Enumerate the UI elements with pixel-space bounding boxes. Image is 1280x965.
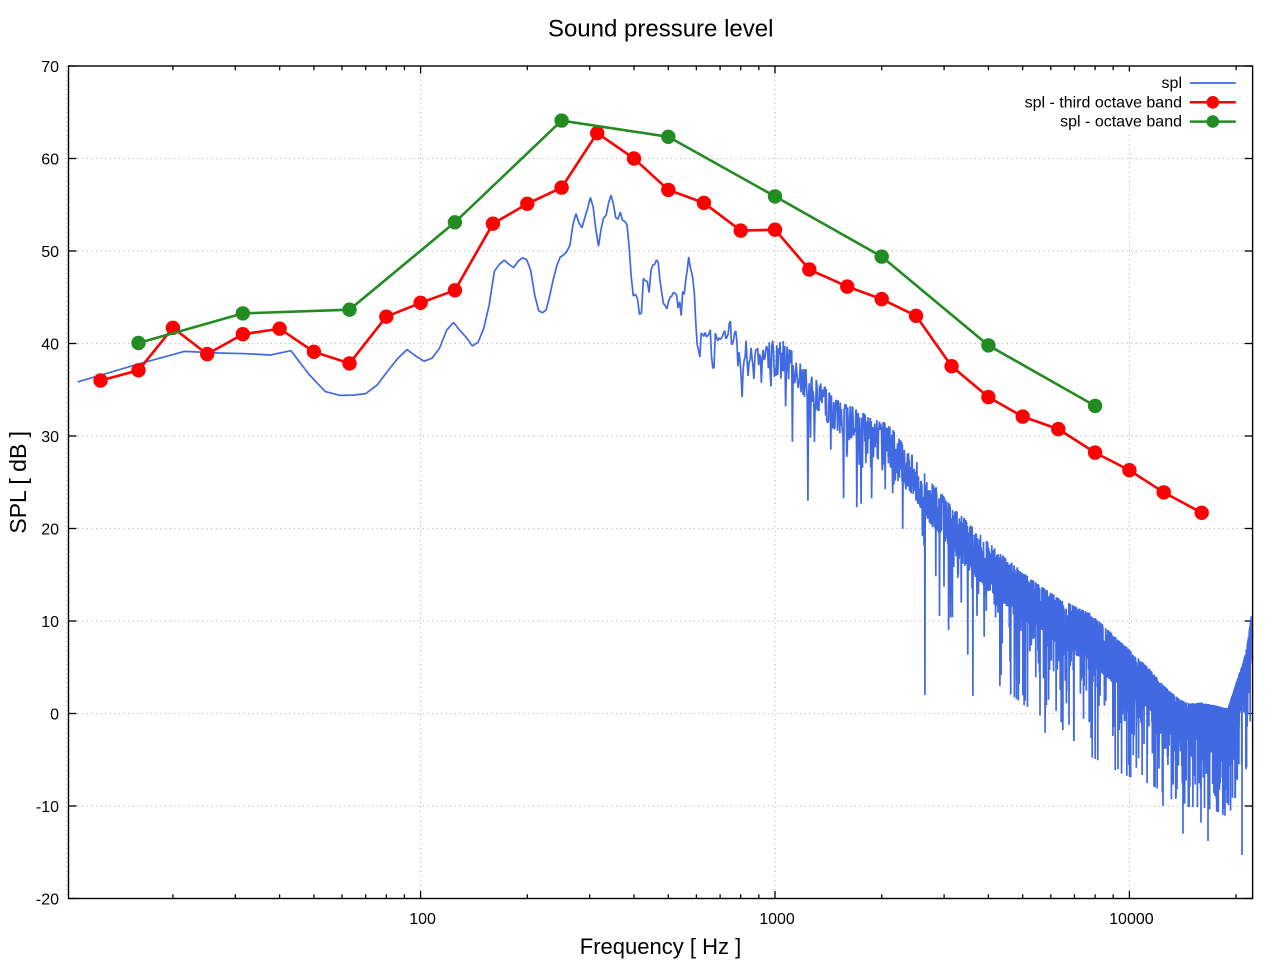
svg-text:10: 10 (41, 614, 59, 631)
svg-text:50: 50 (41, 244, 59, 261)
svg-text:-10: -10 (36, 799, 59, 816)
svg-text:-20: -20 (36, 891, 59, 908)
svg-text:Sound pressure level: Sound pressure level (548, 15, 773, 42)
svg-text:40: 40 (41, 336, 59, 353)
svg-text:1000: 1000 (759, 911, 795, 928)
svg-text:30: 30 (41, 429, 59, 446)
svg-text:10000: 10000 (1109, 911, 1154, 928)
svg-text:100: 100 (409, 911, 436, 928)
svg-text:20: 20 (41, 521, 59, 538)
svg-text:SPL [ dB ]: SPL [ dB ] (5, 431, 31, 534)
svg-text:spl - third octave band: spl - third octave band (1025, 94, 1182, 111)
svg-text:0: 0 (50, 706, 59, 723)
svg-text:spl - octave band: spl - octave band (1060, 114, 1182, 131)
svg-text:Frequency [ Hz ]: Frequency [ Hz ] (580, 934, 741, 959)
svg-text:70: 70 (41, 59, 59, 76)
svg-text:spl: spl (1162, 75, 1182, 92)
svg-text:60: 60 (41, 151, 59, 168)
